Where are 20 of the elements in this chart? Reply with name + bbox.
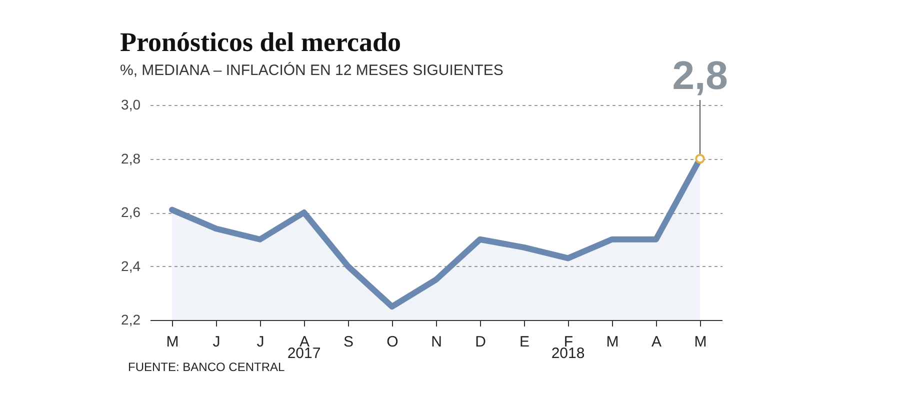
x-tick-label: N xyxy=(431,334,442,350)
x-tick-label: S xyxy=(343,334,354,350)
x-tick-label: O xyxy=(386,334,398,350)
x-tick-label: J xyxy=(256,334,264,350)
y-tick-label: 2,8 xyxy=(121,150,141,166)
x-tick-label: D xyxy=(475,334,486,350)
y-tick-label: 3,0 xyxy=(121,96,141,112)
x-tick-label: M xyxy=(166,334,179,350)
source-note: FUENTE: BANCO CENTRAL xyxy=(128,360,286,374)
x-tick-label: E xyxy=(519,334,530,350)
y-tick-label: 2,4 xyxy=(121,258,141,274)
annotation: 2,8 xyxy=(672,54,728,98)
x-tick-label: M xyxy=(694,334,707,350)
chart-subtitle: %, MEDIANA – INFLACIÓN EN 12 MESES SIGUIENTES xyxy=(120,61,504,79)
x-tick-label: A xyxy=(651,334,662,350)
y-tick-label: 2,2 xyxy=(121,312,141,328)
y-tick-label: 2,6 xyxy=(121,204,141,220)
x-tick-label: J xyxy=(212,334,220,350)
chart-title: Pronósticos del mercado xyxy=(120,27,401,57)
x-tick-label: M xyxy=(606,334,619,350)
